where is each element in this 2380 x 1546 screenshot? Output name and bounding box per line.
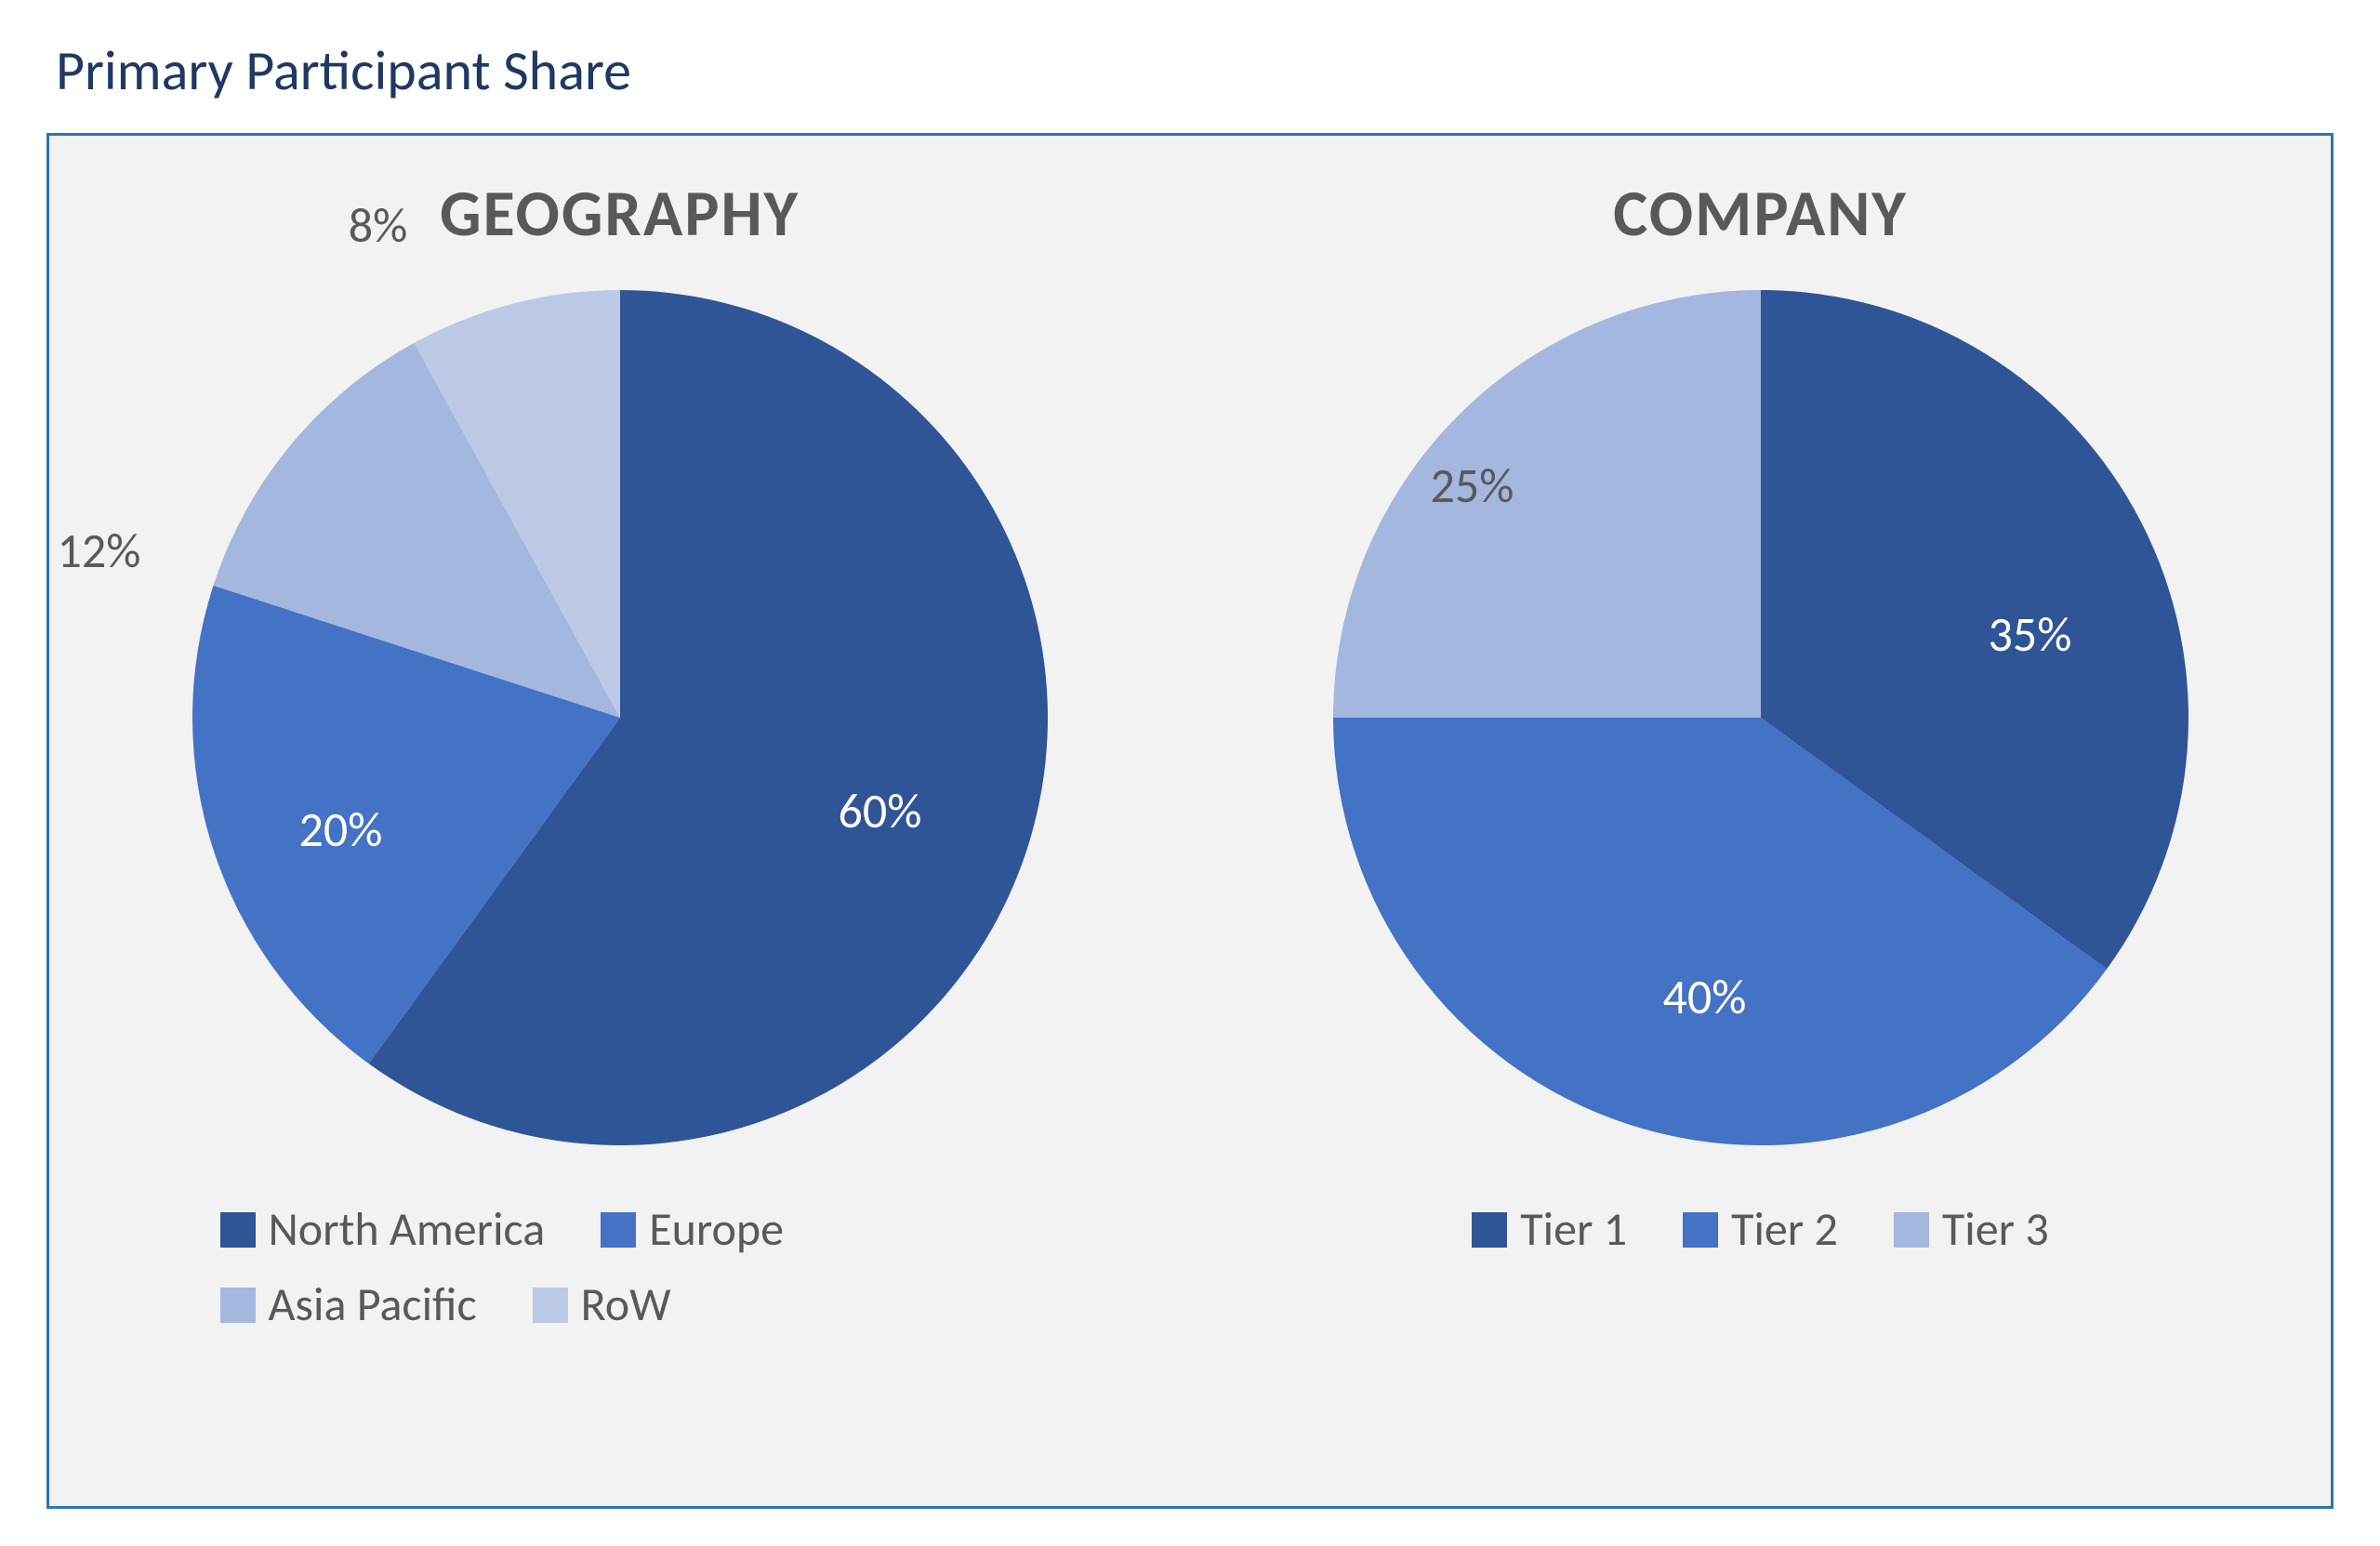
legend-swatch bbox=[533, 1288, 568, 1323]
pie-pct-label: 40% bbox=[1663, 967, 1747, 1026]
geography-section: GEOGRAPHY 60% 20% 12% 8% North America Europ… bbox=[49, 136, 1190, 1506]
legend-item: Tier 2 bbox=[1683, 1201, 1838, 1258]
legend-label: Asia Pacific bbox=[269, 1276, 477, 1333]
main-title: Primary Participant Share bbox=[56, 37, 2334, 105]
legend-label: RoW bbox=[581, 1276, 671, 1333]
company-pie-svg bbox=[1333, 290, 2188, 1145]
charts-panel: GEOGRAPHY 60% 20% 12% 8% North America Europ… bbox=[46, 133, 2334, 1509]
legend-swatch bbox=[220, 1212, 256, 1248]
legend-swatch bbox=[1683, 1212, 1718, 1248]
pie-pct-label: 8% bbox=[349, 195, 408, 255]
legend-item: Tier 1 bbox=[1472, 1201, 1627, 1258]
pie-pct-label: 20% bbox=[299, 799, 383, 859]
legend-swatch bbox=[220, 1288, 256, 1323]
legend-label: Tier 2 bbox=[1731, 1201, 1838, 1258]
legend-swatch bbox=[1472, 1212, 1507, 1248]
company-pie: 35% 40% 25% bbox=[1333, 290, 2188, 1145]
company-legend: Tier 1 Tier 2 Tier 3 bbox=[1444, 1192, 2076, 1267]
pie-pct-label: 60% bbox=[839, 781, 922, 840]
legend-item: Europe bbox=[601, 1201, 784, 1258]
legend-swatch bbox=[601, 1212, 636, 1248]
geography-title: GEOGRAPHY bbox=[440, 173, 800, 253]
page: Primary Participant Share GEOGRAPHY 60% 2… bbox=[0, 0, 2380, 1546]
company-section: COMPANY 35% 40% 25% Tier 1 Tier 2 Tier 3 bbox=[1190, 136, 2331, 1506]
legend-label: Tier 3 bbox=[1942, 1201, 2049, 1258]
legend-item: North America bbox=[220, 1201, 546, 1258]
pie-pct-label: 35% bbox=[1989, 604, 2072, 664]
pie-pct-label: 25% bbox=[1431, 456, 1514, 515]
geography-pie-svg bbox=[192, 290, 1048, 1145]
legend-item: Tier 3 bbox=[1894, 1201, 2049, 1258]
legend-label: Europe bbox=[649, 1201, 784, 1258]
legend-item: Asia Pacific bbox=[220, 1276, 477, 1333]
pie-slice bbox=[1333, 290, 1761, 718]
geography-pie: 60%20%12%8% bbox=[192, 290, 1048, 1145]
pie-pct-label: 12% bbox=[58, 521, 141, 580]
geography-legend: North America Europe Asia Pacific RoW bbox=[192, 1192, 1048, 1342]
legend-swatch bbox=[1894, 1212, 1929, 1248]
legend-item: RoW bbox=[533, 1276, 671, 1333]
legend-label: North America bbox=[269, 1201, 546, 1258]
legend-label: Tier 1 bbox=[1520, 1201, 1627, 1258]
company-title: COMPANY bbox=[1613, 173, 1907, 253]
